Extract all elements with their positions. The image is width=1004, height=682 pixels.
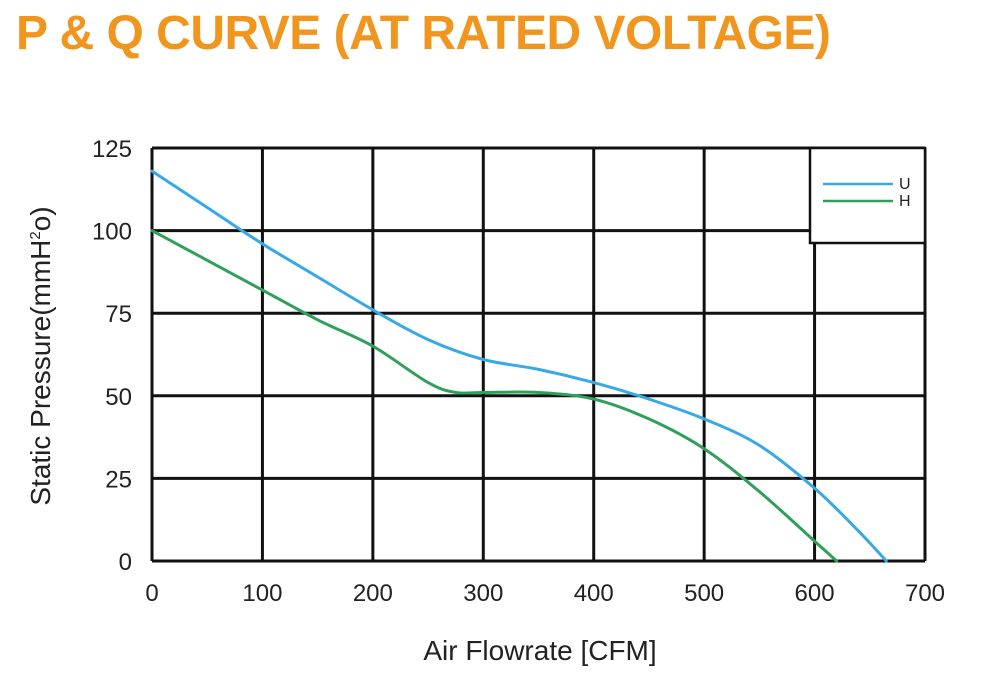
y-axis-label: Static Pressure(mmH2o) xyxy=(25,206,56,505)
legend-label-h: H xyxy=(899,193,911,210)
y-tick-label: 0 xyxy=(119,549,132,576)
series-line-h xyxy=(150,229,839,563)
x-tick-label: 300 xyxy=(463,580,503,607)
y-tick-labels: 0 25 50 75 100 125 xyxy=(92,136,132,576)
x-axis-label: Air Flowrate [CFM] xyxy=(423,635,656,666)
legend-label-u: U xyxy=(899,176,911,193)
series-line-u xyxy=(150,169,888,563)
y-tick-label: 100 xyxy=(92,219,132,246)
x-tick-label: 600 xyxy=(795,580,835,607)
x-tick-label: 200 xyxy=(353,580,393,607)
series-lines xyxy=(150,169,888,563)
legend-box xyxy=(808,146,927,245)
y-tick-label: 125 xyxy=(92,136,132,163)
y-tick-label: 50 xyxy=(105,384,132,411)
x-tick-label: 500 xyxy=(684,580,724,607)
y-tick-label: 25 xyxy=(105,466,132,493)
y-axis-label-superscript: 2 xyxy=(27,231,44,239)
legend: UH xyxy=(808,146,927,245)
y-axis-label-main: Static Pressure(mmH xyxy=(25,240,56,506)
x-tick-label: 700 xyxy=(905,580,945,607)
y-axis-label-end: o) xyxy=(25,206,56,231)
x-tick-label: 100 xyxy=(242,580,282,607)
chart-title: P & Q CURVE (AT RATED VOLTAGE) xyxy=(16,7,831,60)
y-tick-label: 75 xyxy=(105,301,132,328)
x-tick-label: 0 xyxy=(145,580,158,607)
x-tick-labels: 0 100 200 300 400 500 600 700 xyxy=(145,580,945,607)
x-tick-label: 400 xyxy=(574,580,614,607)
